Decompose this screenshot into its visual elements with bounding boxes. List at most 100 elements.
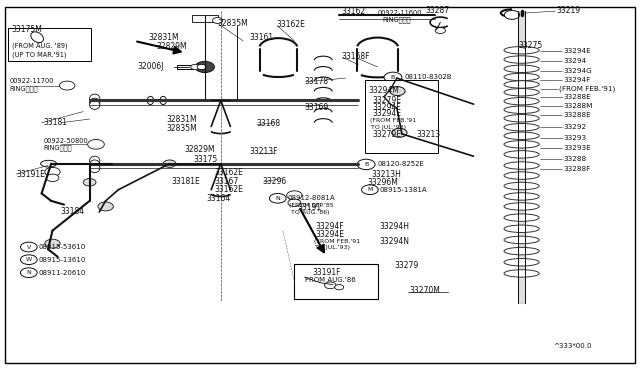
Ellipse shape <box>504 106 539 113</box>
Ellipse shape <box>504 193 539 200</box>
Text: 33296: 33296 <box>262 177 287 186</box>
Ellipse shape <box>90 156 100 165</box>
Circle shape <box>392 128 407 137</box>
Text: 33292: 33292 <box>563 124 586 130</box>
Text: 32831M: 32831M <box>148 33 179 42</box>
Ellipse shape <box>504 124 539 131</box>
Text: 33288E: 33288E <box>563 94 591 100</box>
Bar <box>177 65 193 69</box>
Text: 32829M: 32829M <box>184 145 215 154</box>
Circle shape <box>88 140 104 149</box>
Text: 33191F: 33191F <box>312 268 341 277</box>
Text: 32829M: 32829M <box>156 42 187 51</box>
Ellipse shape <box>504 89 539 96</box>
Text: 33294G: 33294G <box>563 68 592 74</box>
Text: TO JUL.'93): TO JUL.'93) <box>315 245 350 250</box>
Text: RINGリング: RINGリング <box>44 145 72 151</box>
Circle shape <box>287 191 302 200</box>
Text: 08110-8302B: 08110-8302B <box>404 74 452 80</box>
Text: B: B <box>364 162 368 167</box>
Circle shape <box>362 185 378 195</box>
Bar <box>192 15 218 22</box>
Text: 33293E: 33293E <box>563 145 591 151</box>
Circle shape <box>98 202 113 211</box>
Text: 33162E: 33162E <box>214 169 243 177</box>
Ellipse shape <box>504 259 539 266</box>
Text: 33168F: 33168F <box>342 52 371 61</box>
Circle shape <box>163 160 176 167</box>
Text: TO AUG.'86): TO AUG.'86) <box>291 210 329 215</box>
Text: 33184: 33184 <box>61 207 85 216</box>
Ellipse shape <box>504 46 539 54</box>
Circle shape <box>324 282 336 289</box>
Text: 33178: 33178 <box>304 77 328 86</box>
Circle shape <box>357 159 375 170</box>
Text: 33294E: 33294E <box>372 109 401 118</box>
Text: 33294H: 33294H <box>380 222 410 231</box>
Text: 33213: 33213 <box>416 130 440 139</box>
Text: 08915-53610: 08915-53610 <box>38 244 86 250</box>
Circle shape <box>335 285 344 290</box>
Text: 33294F: 33294F <box>372 103 401 112</box>
Text: 33294N: 33294N <box>380 237 410 246</box>
Circle shape <box>269 193 286 203</box>
Bar <box>294 264 378 299</box>
Text: (FROM AUG. '89): (FROM AUG. '89) <box>12 42 67 49</box>
Circle shape <box>504 10 520 19</box>
Ellipse shape <box>90 100 100 109</box>
Text: N: N <box>275 196 280 201</box>
Ellipse shape <box>504 81 539 88</box>
Text: 33168: 33168 <box>256 119 280 128</box>
Ellipse shape <box>504 151 539 158</box>
Circle shape <box>20 255 37 264</box>
Circle shape <box>390 87 405 96</box>
Text: (UP TO MAR.'91): (UP TO MAR.'91) <box>12 51 66 58</box>
Text: 33213F: 33213F <box>250 147 278 156</box>
Ellipse shape <box>504 115 539 122</box>
Ellipse shape <box>504 236 539 244</box>
Ellipse shape <box>504 172 539 179</box>
Text: V: V <box>27 244 31 250</box>
Text: 33161: 33161 <box>250 33 274 42</box>
Text: 33175M: 33175M <box>12 25 42 34</box>
Text: 00922-50800: 00922-50800 <box>44 138 88 144</box>
Text: 33279: 33279 <box>395 262 419 270</box>
Text: 32835M: 32835M <box>166 124 197 133</box>
Text: 33294E: 33294E <box>316 230 344 239</box>
Text: 33288: 33288 <box>563 156 586 162</box>
Ellipse shape <box>504 132 539 140</box>
Ellipse shape <box>504 182 539 190</box>
Text: W: W <box>26 257 32 262</box>
Text: 33296M: 33296M <box>367 178 398 187</box>
Circle shape <box>45 167 60 176</box>
Ellipse shape <box>90 94 100 103</box>
Text: ^333*00.0: ^333*00.0 <box>554 343 592 349</box>
Circle shape <box>212 17 223 23</box>
Ellipse shape <box>504 225 539 232</box>
Circle shape <box>45 239 60 248</box>
Text: 08915-1381A: 08915-1381A <box>380 187 427 193</box>
Text: 00922-11600: 00922-11600 <box>378 10 422 16</box>
Text: 33293: 33293 <box>563 135 586 141</box>
Ellipse shape <box>90 164 100 173</box>
Text: 08912-8081A: 08912-8081A <box>288 195 335 201</box>
Bar <box>8 28 91 61</box>
Circle shape <box>288 199 301 206</box>
Text: 33294M: 33294M <box>368 86 399 94</box>
Text: 33175: 33175 <box>193 155 218 164</box>
Text: (FROM FEB.'91: (FROM FEB.'91 <box>370 118 416 124</box>
Text: 33213H: 33213H <box>371 170 401 179</box>
Circle shape <box>83 179 96 186</box>
Text: RINGリング: RINGリング <box>382 16 411 23</box>
Text: 33169: 33169 <box>304 103 328 112</box>
Text: 33287: 33287 <box>425 6 449 15</box>
Ellipse shape <box>504 97 539 105</box>
Text: 32835M: 32835M <box>218 19 248 28</box>
Circle shape <box>191 64 200 70</box>
Text: (FROM FEB.'91): (FROM FEB.'91) <box>559 85 616 92</box>
Text: FROM AUG.'86: FROM AUG.'86 <box>305 277 355 283</box>
Text: 33164: 33164 <box>206 194 230 203</box>
Circle shape <box>195 61 214 73</box>
Text: 33219: 33219 <box>557 6 581 15</box>
Circle shape <box>197 64 206 70</box>
